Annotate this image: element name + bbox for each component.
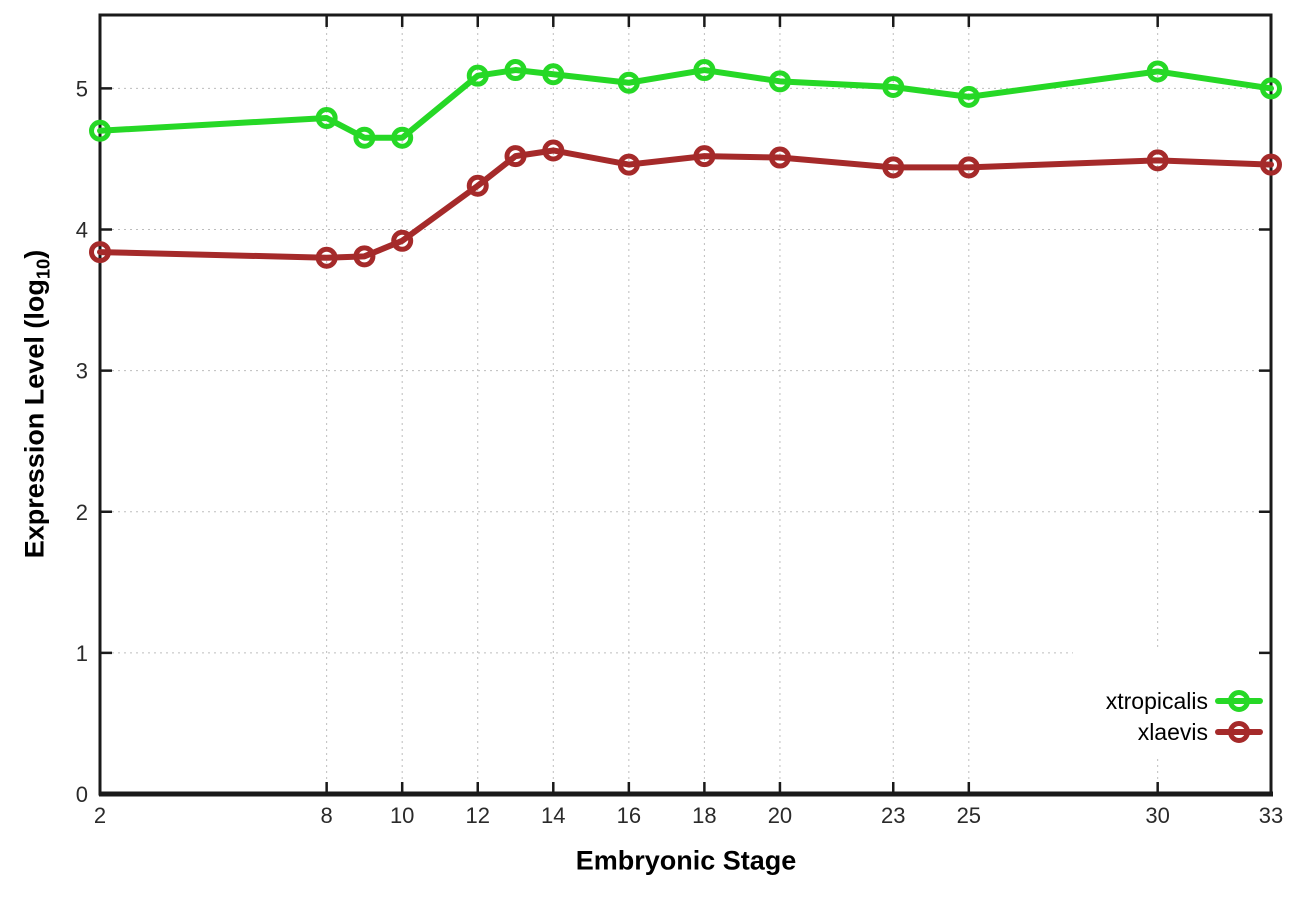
data-point <box>542 63 565 86</box>
data-point <box>1260 77 1282 100</box>
x-axis-title-text: Embryonic Stage <box>575 845 797 876</box>
legend-item-xlaevis: xlaevis <box>1138 719 1263 745</box>
legend-marker <box>1228 690 1250 712</box>
data-point <box>391 126 414 149</box>
x-tick-label: 16 <box>617 803 641 828</box>
x-axis-title: Embryonic Stage <box>576 846 797 877</box>
data-point <box>504 59 527 82</box>
y-tick-label: 4 <box>76 218 88 243</box>
data-point <box>617 153 640 176</box>
y-axis-title-subscript: 10 <box>32 258 54 280</box>
data-point <box>353 126 376 149</box>
data-point <box>957 156 980 179</box>
y-tick-label: 3 <box>76 359 88 384</box>
legend-marker <box>1228 721 1250 743</box>
y-tick-labels: 0 1 2 3 4 5 <box>76 76 88 807</box>
y-tick-label: 2 <box>76 500 88 525</box>
y-axis-title: Expression Level (log10) <box>19 250 54 559</box>
data-point <box>504 145 527 168</box>
data-point <box>617 71 640 94</box>
x-tick-label: 33 <box>1259 803 1283 828</box>
data-point <box>1146 60 1169 83</box>
x-tick-label: 18 <box>692 803 716 828</box>
data-point <box>542 139 565 162</box>
data-point <box>89 241 111 264</box>
x-tick-label: 8 <box>321 803 333 828</box>
data-point <box>315 246 338 269</box>
series-xlaevis <box>89 139 1282 269</box>
plot-border <box>98 13 1273 797</box>
data-point <box>466 174 489 197</box>
legend-label: xlaevis <box>1138 719 1208 745</box>
data-point <box>957 85 980 108</box>
data-point <box>1260 153 1282 176</box>
y-tick-label: 1 <box>76 641 88 666</box>
data-point <box>1146 149 1169 172</box>
data-series <box>89 59 1282 269</box>
data-point <box>882 156 905 179</box>
legend: xtropicalis xlaevis <box>1106 688 1263 745</box>
data-point <box>466 64 489 87</box>
data-point <box>768 70 791 93</box>
x-tick-label: 2 <box>94 803 106 828</box>
x-tick-label: 10 <box>390 803 414 828</box>
legend-item-xtropicalis: xtropicalis <box>1106 688 1263 714</box>
series-line <box>97 67 1274 141</box>
x-tick-labels: 2 8 10 12 14 16 18 20 23 25 30 33 <box>94 803 1283 828</box>
x-tick-label: 12 <box>465 803 489 828</box>
data-point <box>693 59 716 82</box>
x-tick-label: 25 <box>957 803 981 828</box>
x-tick-label: 30 <box>1145 803 1169 828</box>
data-point <box>353 245 376 268</box>
y-axis-title-text: Expression Level (log <box>19 279 50 559</box>
data-point <box>315 107 338 130</box>
data-point <box>89 119 111 142</box>
x-tick-label: 20 <box>768 803 792 828</box>
data-point <box>693 145 716 168</box>
legend-label: xtropicalis <box>1106 688 1208 714</box>
y-tick-label: 0 <box>76 782 88 807</box>
data-point <box>391 229 414 252</box>
data-point <box>882 75 905 98</box>
x-tick-label: 14 <box>541 803 565 828</box>
series-xtropicalis <box>89 59 1282 149</box>
series-line <box>97 147 1274 261</box>
x-tick-label: 23 <box>881 803 905 828</box>
y-tick-label: 5 <box>76 76 88 101</box>
data-point <box>768 146 791 169</box>
y-axis-title-suffix: ) <box>19 249 50 259</box>
